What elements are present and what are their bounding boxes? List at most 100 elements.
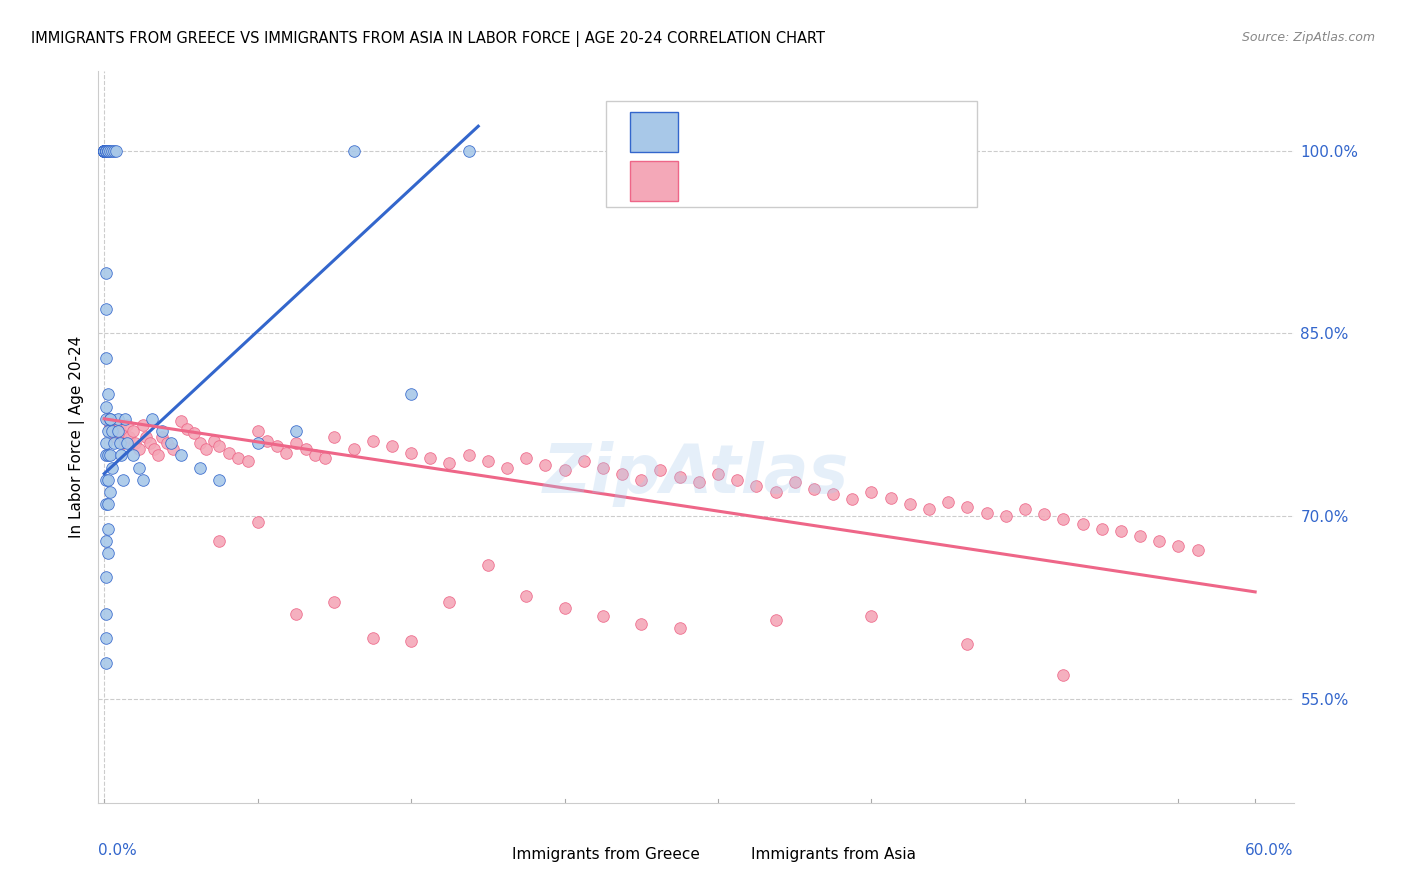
Point bbox=[93, 144, 115, 158]
Point bbox=[218, 446, 240, 460]
Point bbox=[93, 144, 115, 158]
Point bbox=[1109, 524, 1132, 538]
Point bbox=[668, 622, 690, 636]
Point bbox=[107, 411, 129, 425]
Text: R = −0.703   N = 101: R = −0.703 N = 101 bbox=[693, 174, 860, 189]
Point bbox=[592, 460, 614, 475]
Point bbox=[131, 417, 153, 432]
Point bbox=[170, 414, 193, 428]
Point bbox=[783, 475, 806, 490]
Text: 0.0%: 0.0% bbox=[98, 843, 138, 858]
Point bbox=[135, 430, 157, 444]
Point bbox=[93, 144, 115, 158]
Point bbox=[879, 491, 901, 505]
Point bbox=[554, 463, 576, 477]
Point bbox=[1091, 521, 1114, 535]
Point bbox=[1052, 512, 1074, 526]
Point bbox=[93, 144, 115, 158]
Point bbox=[1014, 502, 1036, 516]
Point bbox=[112, 436, 135, 450]
Point bbox=[143, 442, 166, 457]
Point bbox=[156, 436, 179, 450]
Point bbox=[1147, 533, 1170, 548]
Point bbox=[108, 417, 131, 432]
Point bbox=[93, 144, 115, 158]
Point bbox=[765, 613, 787, 627]
Point bbox=[101, 460, 124, 475]
Point bbox=[956, 637, 979, 651]
Point bbox=[94, 351, 117, 365]
Point bbox=[141, 411, 163, 425]
Point bbox=[803, 483, 825, 497]
Point bbox=[93, 144, 115, 158]
Point bbox=[276, 446, 298, 460]
Point bbox=[236, 454, 259, 468]
Point bbox=[610, 467, 633, 481]
Point bbox=[918, 502, 941, 516]
Point bbox=[1129, 529, 1152, 543]
Point bbox=[1033, 507, 1056, 521]
Point bbox=[94, 448, 117, 462]
Point bbox=[98, 411, 121, 425]
Point bbox=[572, 454, 595, 468]
Point bbox=[115, 417, 138, 432]
Point bbox=[439, 594, 461, 608]
Point bbox=[176, 421, 198, 435]
Point bbox=[94, 400, 117, 414]
Point bbox=[97, 546, 120, 560]
Point bbox=[630, 616, 652, 631]
Point bbox=[104, 430, 127, 444]
Point bbox=[381, 439, 404, 453]
Point bbox=[342, 144, 364, 158]
Point bbox=[630, 473, 652, 487]
Point bbox=[266, 439, 288, 453]
Text: Source: ZipAtlas.com: Source: ZipAtlas.com bbox=[1241, 31, 1375, 45]
Point bbox=[94, 144, 117, 158]
Text: Immigrants from Greece: Immigrants from Greece bbox=[512, 847, 700, 862]
Point bbox=[93, 144, 115, 158]
Point bbox=[93, 144, 115, 158]
Y-axis label: In Labor Force | Age 20-24: In Labor Force | Age 20-24 bbox=[69, 336, 84, 538]
Point bbox=[93, 144, 115, 158]
Point bbox=[515, 589, 537, 603]
Point bbox=[94, 570, 117, 584]
Point bbox=[725, 473, 748, 487]
Point bbox=[496, 460, 519, 475]
Point bbox=[150, 424, 173, 438]
Point bbox=[110, 448, 132, 462]
Point bbox=[103, 424, 125, 438]
Point bbox=[94, 144, 117, 158]
Point bbox=[93, 144, 115, 158]
Text: 60.0%: 60.0% bbox=[1246, 843, 1294, 858]
Point bbox=[97, 411, 120, 425]
Point bbox=[534, 458, 557, 472]
Point bbox=[898, 497, 921, 511]
Point bbox=[93, 144, 115, 158]
Point bbox=[202, 434, 225, 448]
Point bbox=[860, 609, 883, 624]
Point bbox=[112, 473, 135, 487]
Point bbox=[97, 144, 120, 158]
Point bbox=[314, 450, 336, 465]
Point bbox=[150, 430, 173, 444]
Point bbox=[592, 609, 614, 624]
Point bbox=[139, 436, 162, 450]
Point bbox=[1167, 539, 1189, 553]
Point bbox=[457, 144, 479, 158]
Text: R =  0.490   N =  82: R = 0.490 N = 82 bbox=[693, 124, 848, 139]
Point bbox=[104, 144, 127, 158]
Point bbox=[93, 144, 115, 158]
Point bbox=[94, 265, 117, 279]
Point bbox=[342, 442, 364, 457]
Bar bbox=[481, 852, 508, 872]
Point bbox=[304, 448, 326, 462]
Point bbox=[93, 144, 115, 158]
Point bbox=[93, 144, 115, 158]
Point bbox=[285, 436, 308, 450]
Point bbox=[97, 521, 120, 535]
Point bbox=[208, 473, 231, 487]
Point bbox=[93, 144, 115, 158]
Point bbox=[650, 463, 672, 477]
Point bbox=[1187, 543, 1209, 558]
Point bbox=[399, 387, 422, 401]
